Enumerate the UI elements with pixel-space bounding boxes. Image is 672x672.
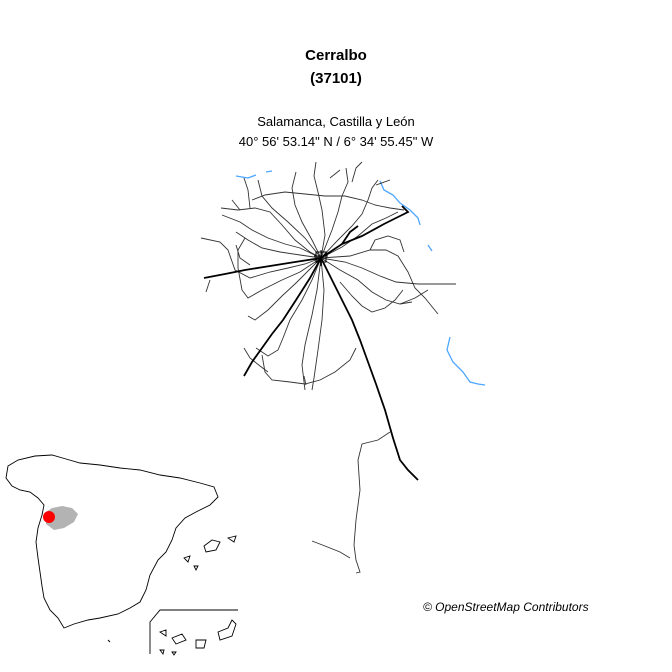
water-features [235, 170, 486, 386]
balearic-islands [183, 535, 237, 572]
major-roads [203, 205, 419, 481]
minor-roads [200, 161, 456, 574]
village-center [314, 250, 328, 266]
province-salamanca [46, 506, 78, 530]
spain-inset-map [5, 454, 238, 656]
location-dot-icon [43, 511, 55, 523]
coordinates-label: 40° 56' 53.14" N / 6° 34' 55.45" W [238, 134, 434, 149]
canary-inset-frame [149, 609, 238, 654]
region-label: Salamanca, Castilla y León [257, 114, 415, 129]
map-attribution: © OpenStreetMap Contributors [423, 600, 589, 614]
page-title: Cerralbo [305, 47, 367, 64]
municipality-code: (37101) [310, 70, 362, 87]
canary-islands [158, 619, 237, 656]
spain-outline [5, 454, 219, 629]
